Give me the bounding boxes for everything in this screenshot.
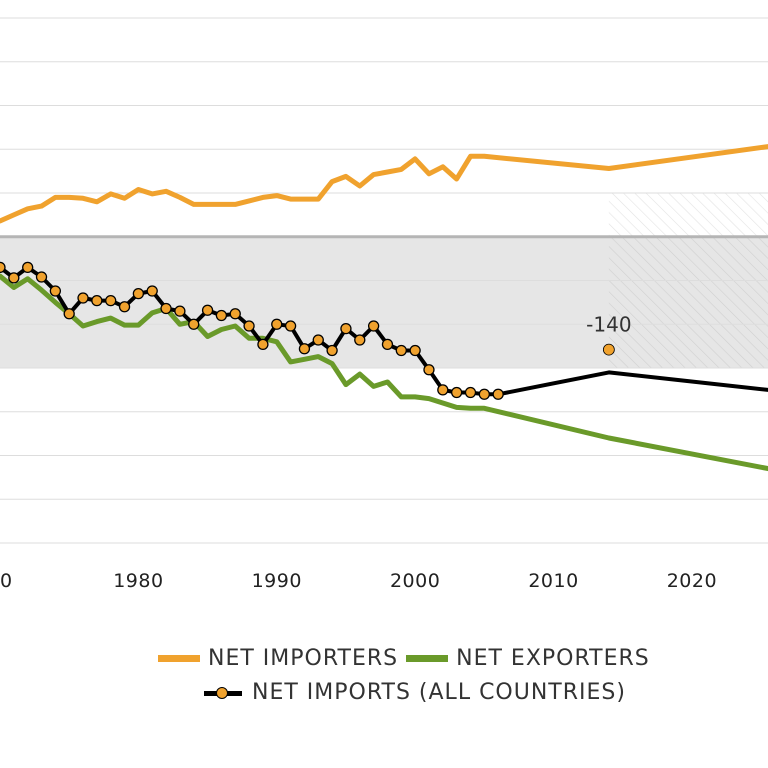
data-point [188,318,200,330]
data-point [22,261,34,274]
legend-swatch-importers [158,655,200,662]
data-point [312,334,324,346]
series-line-importers [0,144,768,224]
legend-row-1: NET IMPORTERS NET EXPORTERS [158,646,658,671]
data-point [132,287,145,300]
legend-item-importers: NET IMPORTERS [158,646,398,671]
legend-item-exporters: NET EXPORTERS [406,646,650,671]
data-point [423,364,435,376]
data-point [450,386,463,399]
annotation-marker [602,343,615,356]
data-point [298,343,311,355]
chart: 1980 1990 2000 2010 2020 0 -140 [0,17,768,592]
data-point [0,261,6,274]
data-point [201,304,214,316]
data-point [146,285,158,297]
data-point [464,386,477,399]
data-point [215,309,228,322]
x-tick-label-partial: 0 [0,570,13,592]
x-tick-label: 1980 [113,570,163,592]
data-point [284,320,297,332]
data-point [243,320,255,332]
gridlines [0,17,768,544]
data-point [437,384,449,396]
legend-label-importers: NET IMPORTERS [208,646,399,671]
data-point [8,272,20,284]
x-tick-label: 2000 [390,570,440,592]
data-point [478,388,490,400]
data-point [340,322,352,335]
data-point [229,308,241,320]
legend-item-net-imports: NET IMPORTS (ALL COUNTRIES) [202,680,626,705]
data-point [105,294,117,307]
data-point [49,285,62,297]
projection-hatch-upper [608,193,768,237]
legend-swatch-exporters [406,655,449,662]
x-tick-label: 2020 [667,570,717,592]
markers-layer [0,261,504,400]
legend-swatch-net-imports [202,683,244,703]
data-point [174,305,186,317]
x-tick-label: 1990 [252,570,302,592]
data-point [91,294,103,307]
data-point [271,318,283,330]
data-point [354,334,366,346]
data-point [160,302,172,315]
data-point [381,338,394,351]
data-point [367,320,380,332]
data-point [409,344,421,357]
legend-row-2: NET IMPORTS (ALL COUNTRIES) [202,680,634,705]
data-point [63,308,75,320]
legend: NET IMPORTERS NET EXPORTERS NET IMPORTS … [0,640,768,730]
annotation-label: -140 [586,313,631,337]
projection-hatch-lower [608,236,768,368]
x-axis-labels: 1980 1990 2000 2010 2020 0 [0,570,717,592]
data-point [77,292,89,304]
x-tick-label: 2010 [528,570,578,592]
legend-label-net-imports: NET IMPORTS (ALL COUNTRIES) [252,680,626,705]
data-point [35,271,48,283]
data-point [326,344,338,357]
data-point [118,301,131,313]
legend-label-exporters: NET EXPORTERS [456,646,650,671]
annotations: -140 [586,313,632,356]
data-point [492,388,504,400]
data-point [257,338,269,351]
data-point [395,344,407,357]
